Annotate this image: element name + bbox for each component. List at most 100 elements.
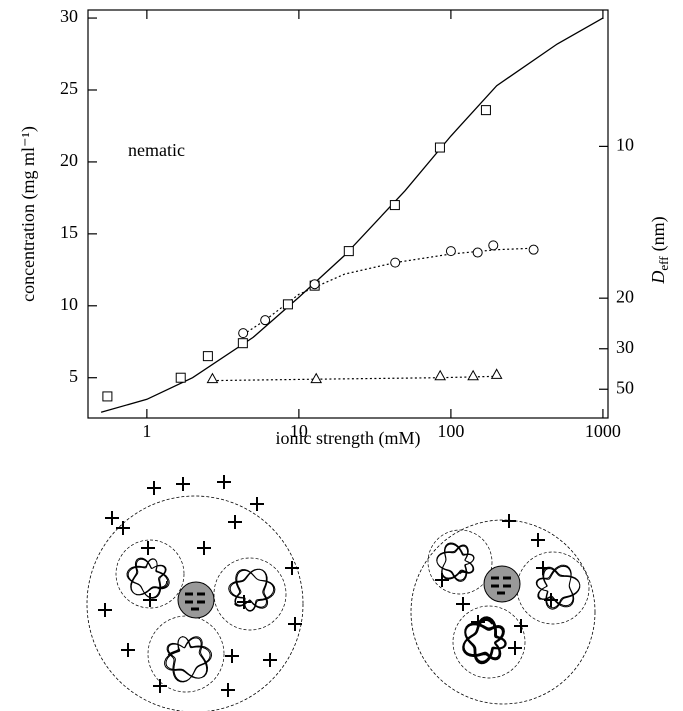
circle-marker [309, 279, 320, 290]
curve [100, 17, 604, 413]
x-tick-label: 1000 [585, 421, 621, 441]
square-marker [343, 246, 354, 257]
circle-marker [238, 328, 249, 339]
positive-ion [536, 561, 550, 575]
annotation: nematic [128, 140, 185, 160]
polymer-coil [228, 568, 276, 612]
positive-ion [531, 533, 545, 547]
curve [212, 375, 497, 382]
y2-tick-label: 10 [616, 135, 634, 155]
negative-charge [185, 600, 193, 604]
polymer-coil [436, 542, 475, 582]
negative-charge [197, 592, 205, 596]
positive-ion [225, 649, 239, 663]
negative-charge [491, 584, 499, 588]
y-axis-label: concentration (mg ml⁻¹) [18, 126, 39, 302]
positive-ion [502, 514, 516, 528]
negative-charge [491, 576, 499, 580]
circle-marker [528, 244, 539, 255]
y2-tick-label: 20 [616, 286, 634, 306]
y-tick-label: 30 [60, 6, 78, 26]
triangle-marker [490, 368, 503, 379]
positive-ion [471, 615, 485, 629]
positive-ion [250, 497, 264, 511]
square-marker [480, 105, 491, 116]
triangle-marker [434, 369, 447, 381]
x-tick-label: 1 [142, 421, 151, 441]
negative-charge [191, 607, 199, 611]
circle-marker [260, 315, 271, 326]
positive-ion [105, 511, 119, 525]
positive-ion [435, 573, 449, 587]
colloid-core [483, 565, 521, 603]
negative-charge [503, 576, 511, 580]
y-tick-label: 20 [60, 150, 78, 170]
negative-charge [185, 592, 193, 596]
y2-unit: (nm) [648, 216, 669, 251]
y-tick-label: 25 [60, 78, 78, 98]
y2-tick-label: 30 [616, 337, 634, 357]
coil-halo [516, 551, 590, 625]
coil-halo [452, 605, 526, 679]
square-marker [282, 299, 293, 310]
positive-ion [288, 617, 302, 631]
domain-circle [410, 519, 596, 705]
illustrations [86, 475, 596, 711]
positive-ion [176, 477, 190, 491]
square-marker [434, 142, 445, 153]
positive-ion [147, 481, 161, 495]
positive-ion [217, 475, 231, 489]
positive-ion [143, 593, 157, 607]
plot-frame [87, 9, 609, 419]
polymer-coil [164, 636, 213, 683]
square-marker [389, 200, 400, 211]
y2-tick-label: 50 [616, 377, 634, 397]
square-marker [237, 338, 248, 349]
y-tick-label: 5 [69, 366, 78, 386]
negative-charge [503, 584, 511, 588]
coil-halo [115, 539, 185, 609]
coil-halo [213, 557, 287, 631]
circle-marker [390, 257, 401, 268]
positive-ion [228, 515, 242, 529]
positive-ion [116, 521, 130, 535]
positive-ion [237, 595, 251, 609]
triangle-marker [206, 372, 219, 384]
x-axis-label: ionic strength (mM) [276, 428, 421, 449]
positive-ion [121, 643, 135, 657]
y-tick-label: 15 [60, 222, 78, 242]
triangle-marker [310, 372, 323, 384]
circle-marker [445, 246, 456, 257]
coil-halo [427, 529, 493, 595]
positive-ion [544, 593, 558, 607]
positive-ion [285, 561, 299, 575]
colloid-core [177, 581, 215, 619]
positive-ion [221, 683, 235, 697]
y2-subscript: eff [656, 256, 671, 271]
negative-charge [197, 600, 205, 604]
positive-ion [263, 653, 277, 667]
domain-circle [86, 495, 304, 711]
y-tick-label: 10 [60, 294, 78, 314]
y2-axis-label: Deff (nm) [648, 216, 671, 284]
positive-ion [153, 679, 167, 693]
y2-symbol: D [648, 271, 668, 285]
positive-ion [514, 619, 528, 633]
positive-ion [98, 603, 112, 617]
coil-halo [147, 615, 225, 693]
polymer-coil [535, 564, 581, 610]
positive-ion [508, 641, 522, 655]
square-marker [102, 391, 113, 402]
positive-ion [197, 541, 211, 555]
triangle-marker [467, 369, 479, 381]
x-tick-label: 100 [437, 421, 464, 441]
negative-charge [497, 591, 505, 595]
square-marker [175, 372, 186, 383]
circle-marker [472, 247, 483, 258]
positive-ion [456, 597, 470, 611]
positive-ion [141, 541, 155, 555]
square-marker [202, 351, 213, 362]
polymer-coil [126, 557, 170, 599]
x-tick-label: 10 [290, 421, 308, 441]
